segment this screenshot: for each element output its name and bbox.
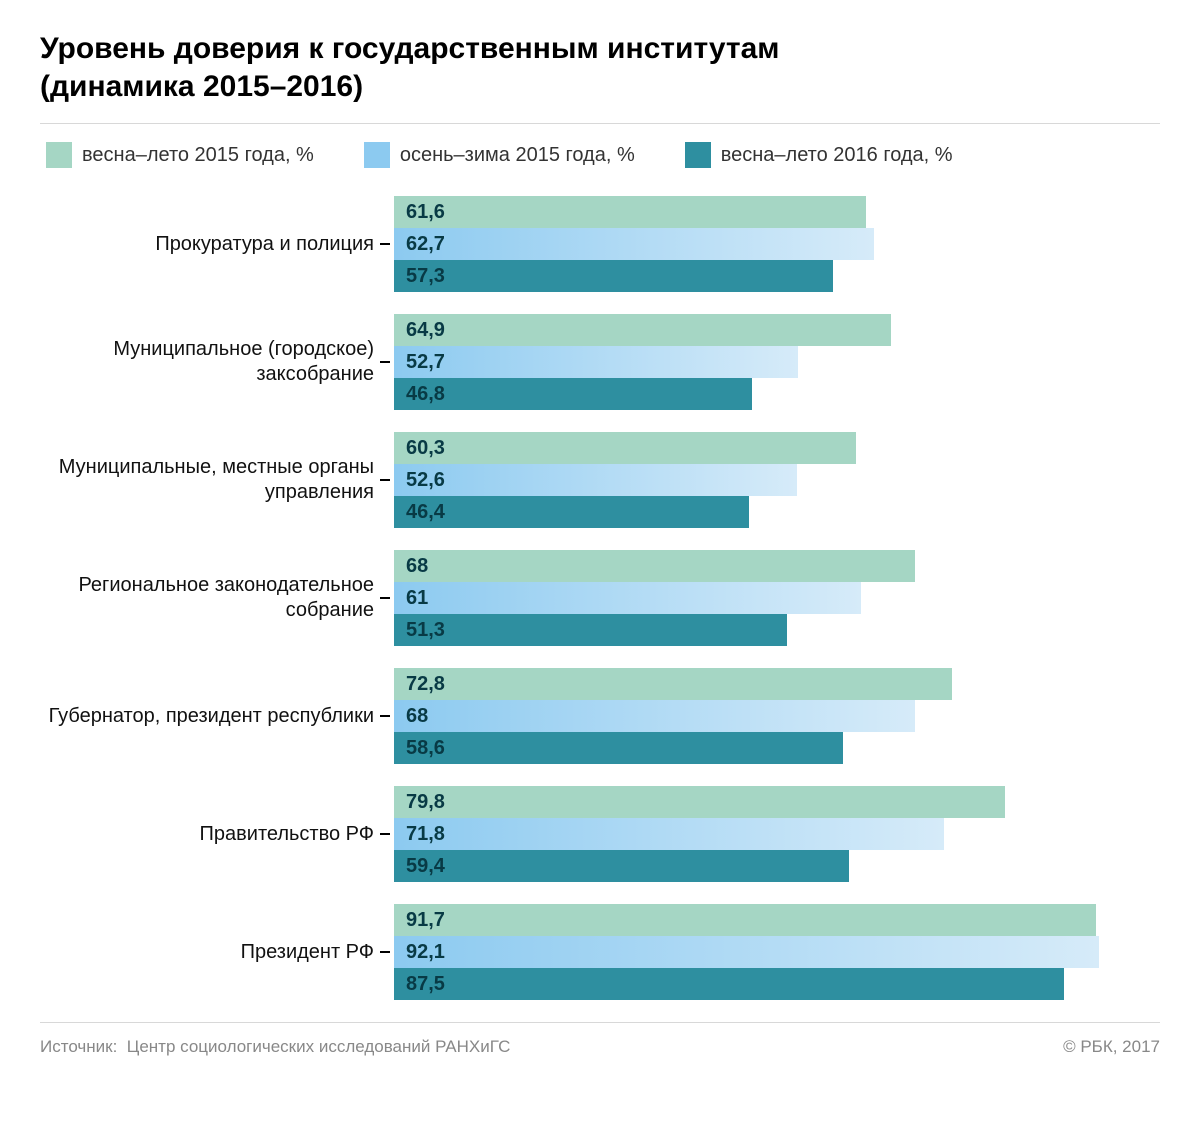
bar-series-0: 79,8 — [394, 786, 1005, 818]
bar-series-2: 59,4 — [394, 850, 849, 882]
bar-series-0: 60,3 — [394, 432, 856, 464]
axis-tick-wrap — [380, 432, 394, 528]
legend-label-1: осень–зима 2015 года, % — [400, 144, 635, 167]
bar-series-0: 61,6 — [394, 196, 866, 228]
bar-group: Губернатор, президент республики 72,8 68 58… — [40, 668, 1160, 764]
bar-value-label: 64,9 — [394, 319, 445, 342]
bar-group: Муниципальное (городское) заксобрание 64,… — [40, 314, 1160, 410]
bar-series-1: 92,1 — [394, 936, 1099, 968]
divider-top — [40, 123, 1160, 124]
title-line-2: (динамика 2015–2016) — [40, 70, 363, 103]
bars-container: 61,6 62,7 57,3 — [394, 196, 1160, 292]
bar-value-label: 51,3 — [394, 619, 445, 642]
bar-value-label: 72,8 — [394, 673, 445, 696]
axis-tick-wrap — [380, 314, 394, 410]
bar-group: Муниципальные, местные органы управления… — [40, 432, 1160, 528]
bar-value-label: 46,8 — [394, 383, 445, 406]
bar-series-1: 61 — [394, 582, 861, 614]
bar-series-0: 91,7 — [394, 904, 1096, 936]
bar-series-0: 72,8 — [394, 668, 952, 700]
bar-series-1: 62,7 — [394, 228, 874, 260]
legend-swatch-0 — [46, 142, 72, 168]
bar-series-1: 68 — [394, 700, 915, 732]
legend-item-1: осень–зима 2015 года, % — [364, 142, 635, 168]
bar-value-label: 68 — [394, 705, 428, 728]
bar-value-label: 52,7 — [394, 351, 445, 374]
legend-swatch-1 — [364, 142, 390, 168]
bar-value-label: 92,1 — [394, 941, 445, 964]
bars-container: 79,8 71,8 59,4 — [394, 786, 1160, 882]
bar-value-label: 87,5 — [394, 973, 445, 996]
axis-tick — [380, 243, 390, 245]
source-text: Центр социологических исследований РАНХи… — [127, 1037, 511, 1056]
legend-swatch-2 — [685, 142, 711, 168]
bars-container: 91,7 92,1 87,5 — [394, 904, 1160, 1000]
bar-series-2: 87,5 — [394, 968, 1064, 1000]
axis-tick — [380, 833, 390, 835]
axis-tick — [380, 479, 390, 481]
legend-item-0: весна–лето 2015 года, % — [46, 142, 314, 168]
bar-series-2: 46,8 — [394, 378, 752, 410]
bar-value-label: 46,4 — [394, 501, 445, 524]
bar-value-label: 59,4 — [394, 855, 445, 878]
bars-container: 68 61 51,3 — [394, 550, 1160, 646]
source: Источник: Центр социологических исследов… — [40, 1037, 510, 1057]
bar-series-1: 52,6 — [394, 464, 797, 496]
bar-value-label: 91,7 — [394, 909, 445, 932]
legend-label-2: весна–лето 2016 года, % — [721, 144, 953, 167]
bar-value-label: 61,6 — [394, 201, 445, 224]
bar-series-2: 58,6 — [394, 732, 843, 764]
bar-group: Прокуратура и полиция 61,6 62,7 57,3 — [40, 196, 1160, 292]
category-label: Муниципальное (городское) заксобрание — [40, 337, 380, 387]
bar-chart: Прокуратура и полиция 61,6 62,7 57,3 Муницип… — [40, 196, 1160, 1000]
bar-series-0: 68 — [394, 550, 915, 582]
category-label: Президент РФ — [40, 940, 380, 965]
bar-value-label: 60,3 — [394, 437, 445, 460]
bar-group: Президент РФ 91,7 92,1 87,5 — [40, 904, 1160, 1000]
bar-series-2: 51,3 — [394, 614, 787, 646]
bar-value-label: 52,6 — [394, 469, 445, 492]
legend-label-0: весна–лето 2015 года, % — [82, 144, 314, 167]
category-label: Прокуратура и полиция — [40, 232, 380, 257]
bar-series-1: 52,7 — [394, 346, 798, 378]
axis-tick-wrap — [380, 904, 394, 1000]
bars-container: 72,8 68 58,6 — [394, 668, 1160, 764]
source-prefix: Источник: — [40, 1037, 117, 1056]
bars-container: 64,9 52,7 46,8 — [394, 314, 1160, 410]
axis-tick-wrap — [380, 196, 394, 292]
bars-container: 60,3 52,6 46,4 — [394, 432, 1160, 528]
legend: весна–лето 2015 года, % осень–зима 2015 … — [40, 142, 1160, 168]
bar-group: Региональное законодательное собрание686… — [40, 550, 1160, 646]
category-label: Региональное законодательное собрание — [40, 573, 380, 623]
bar-value-label: 57,3 — [394, 265, 445, 288]
axis-tick-wrap — [380, 786, 394, 882]
bar-value-label: 62,7 — [394, 233, 445, 256]
category-label: Правительство РФ — [40, 822, 380, 847]
footer: Источник: Центр социологических исследов… — [40, 1022, 1160, 1057]
bar-group: Правительство РФ 79,8 71,8 59,4 — [40, 786, 1160, 882]
bar-value-label: 68 — [394, 555, 428, 578]
chart-title: Уровень доверия к государственным инстит… — [40, 30, 1160, 105]
category-label: Муниципальные, местные органы управления — [40, 455, 380, 505]
axis-tick-wrap — [380, 668, 394, 764]
bar-series-2: 57,3 — [394, 260, 833, 292]
axis-tick — [380, 597, 390, 599]
title-line-1: Уровень доверия к государственным инстит… — [40, 32, 780, 65]
bar-value-label: 58,6 — [394, 737, 445, 760]
category-label: Губернатор, президент республики — [40, 704, 380, 729]
axis-tick — [380, 951, 390, 953]
bar-value-label: 71,8 — [394, 823, 445, 846]
bar-series-1: 71,8 — [394, 818, 944, 850]
bar-series-2: 46,4 — [394, 496, 749, 528]
bar-series-0: 64,9 — [394, 314, 891, 346]
axis-tick-wrap — [380, 550, 394, 646]
copyright: © РБК, 2017 — [1063, 1037, 1160, 1057]
legend-item-2: весна–лето 2016 года, % — [685, 142, 953, 168]
axis-tick — [380, 361, 390, 363]
axis-tick — [380, 715, 390, 717]
bar-value-label: 61 — [394, 587, 428, 610]
bar-value-label: 79,8 — [394, 791, 445, 814]
